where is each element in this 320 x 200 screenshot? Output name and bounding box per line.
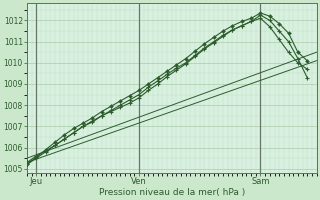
- X-axis label: Pression niveau de la mer( hPa ): Pression niveau de la mer( hPa ): [99, 188, 245, 197]
